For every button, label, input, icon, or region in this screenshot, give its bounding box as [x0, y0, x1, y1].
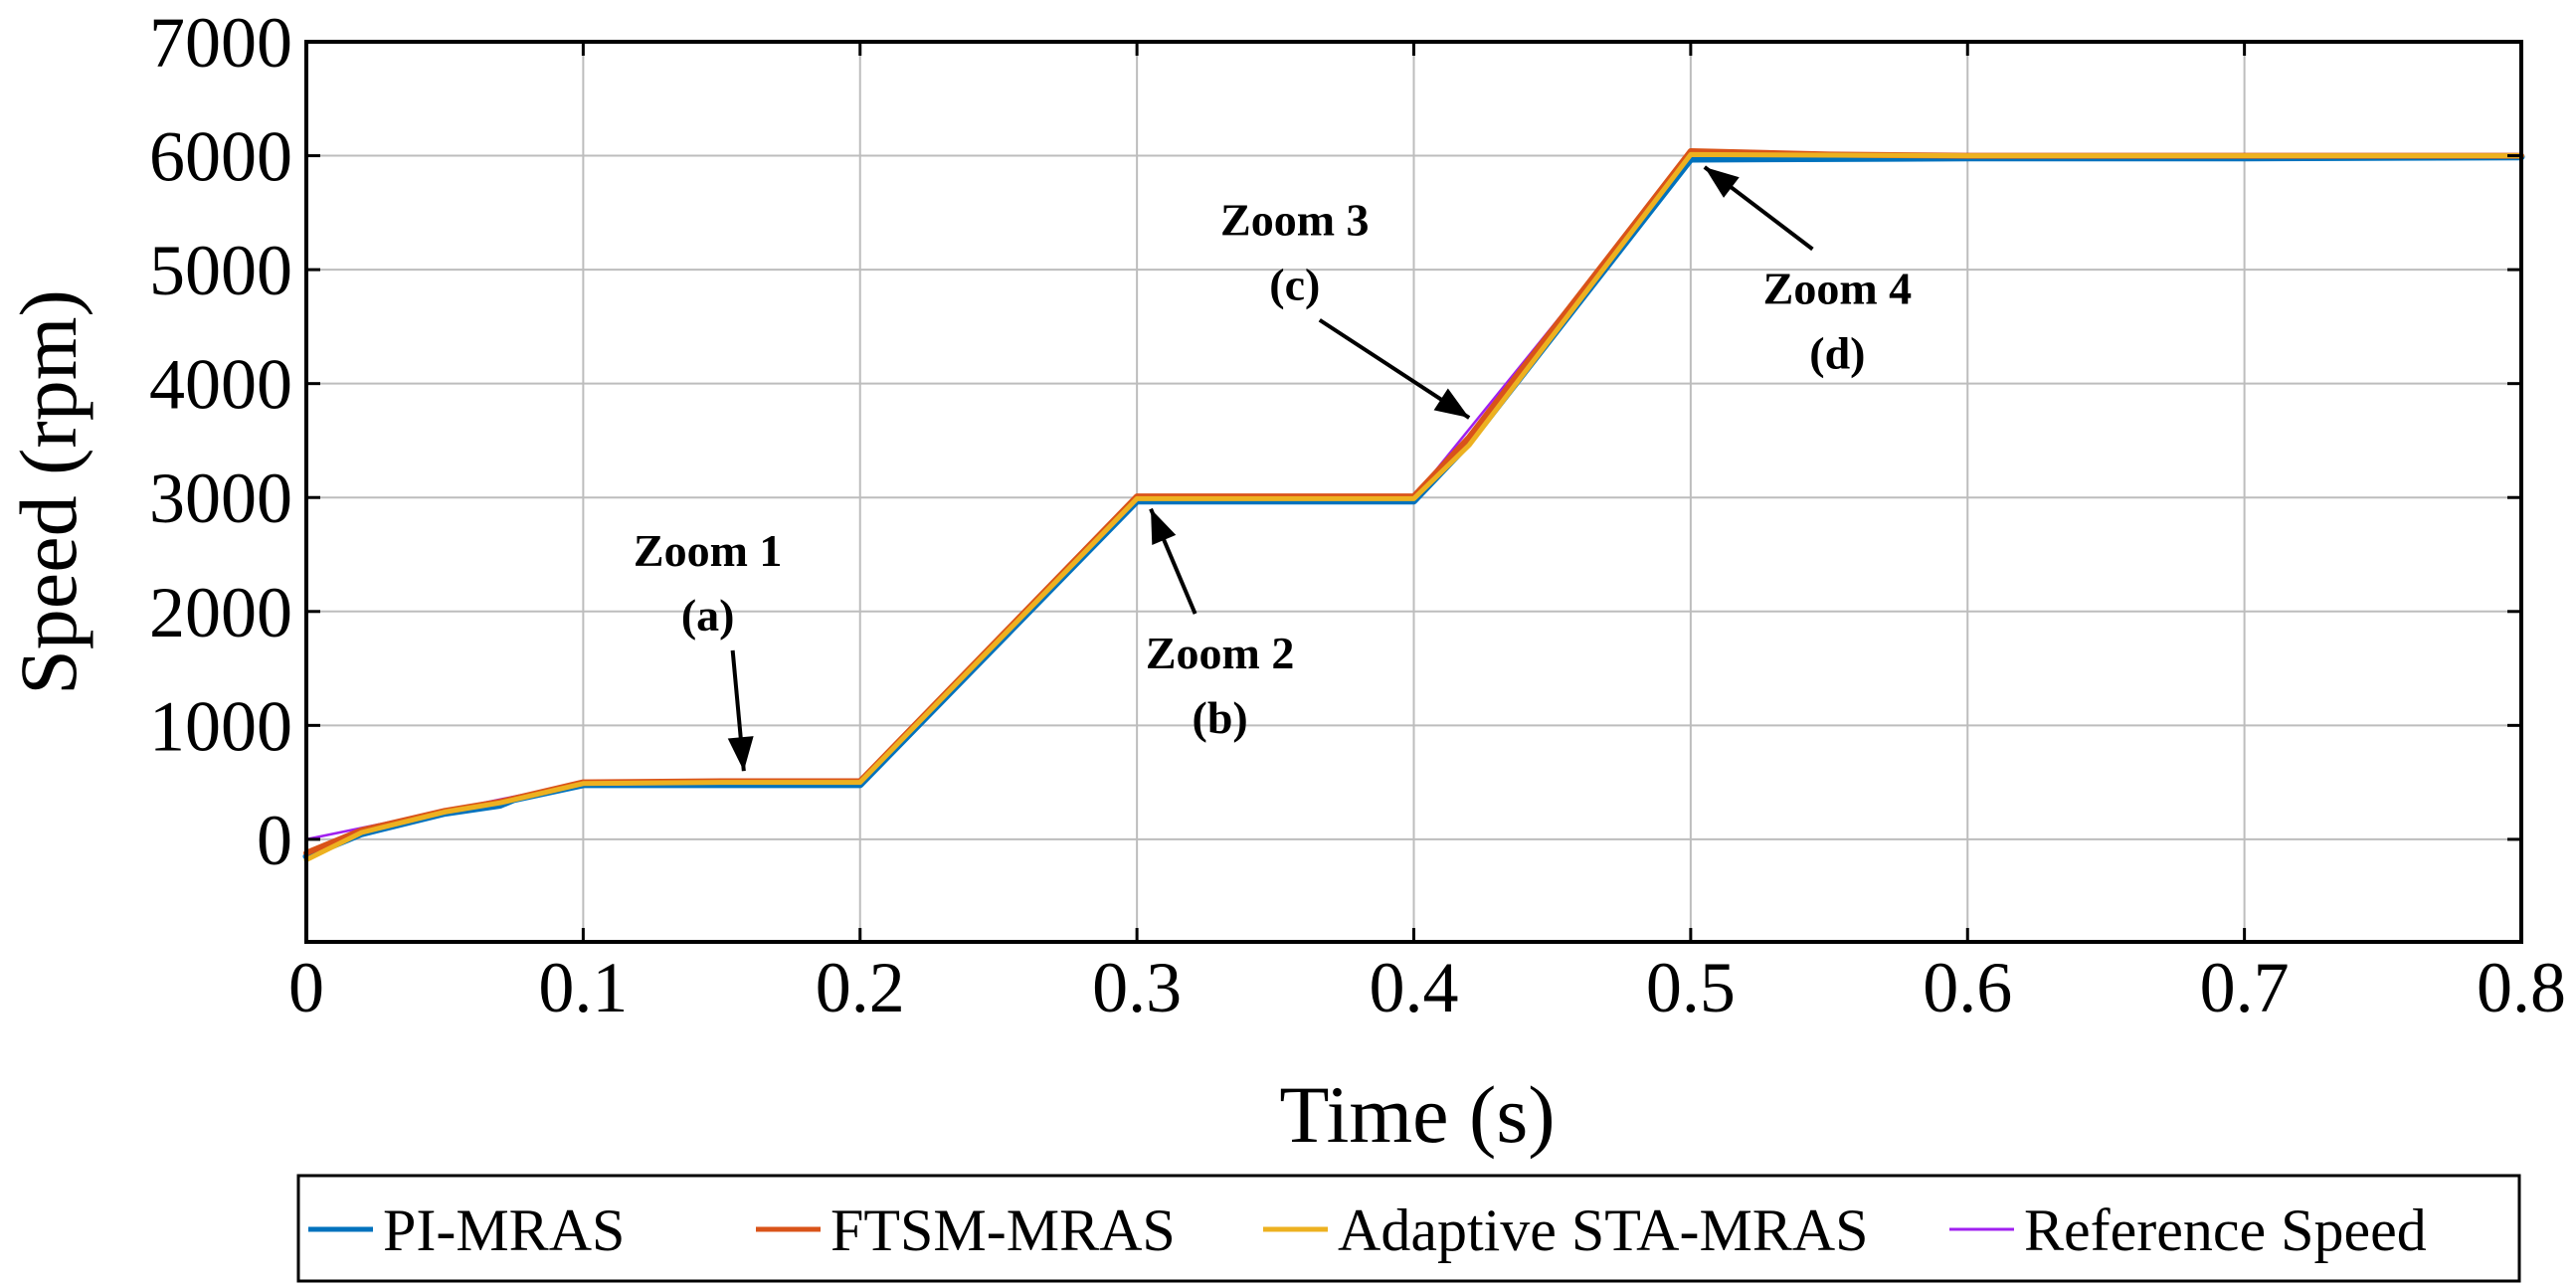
x-axis-label: Time (s): [1279, 1069, 1555, 1160]
y-tick-label: 6000: [149, 117, 292, 197]
annotation-arrowhead-3: [1433, 388, 1470, 419]
legend-box: [296, 1174, 2521, 1283]
x-tick-label: 0.7: [2200, 948, 2290, 1027]
y-tick-label: 3000: [149, 459, 292, 538]
x-tick-label: 0.6: [1923, 948, 2012, 1027]
annotation-arrowhead-2: [1151, 508, 1177, 546]
annotation-arrowhead-4: [1704, 167, 1740, 198]
y-tick-label: 1000: [149, 686, 292, 766]
y-tick-label: 4000: [149, 345, 292, 425]
legend-label-adaptive-sta-mras: Adaptive STA-MRAS: [1338, 1197, 1869, 1263]
x-tick-label: 0.5: [1646, 948, 1736, 1027]
y-tick-label: 0: [257, 801, 292, 880]
annotation-zoom-3-text: Zoom 3: [1220, 195, 1370, 246]
y-tick-label: 5000: [149, 231, 292, 310]
series-layer: [302, 148, 2525, 862]
x-tick-label: 0.4: [1370, 948, 1459, 1027]
legend-label-ftsm-mras: FTSM-MRAS: [830, 1197, 1176, 1263]
y-axis-label: Speed (rpm): [3, 289, 93, 695]
annotation-arrowhead-1: [727, 736, 754, 772]
legend: PI-MRAS FTSM-MRAS Adaptive STA-MRAS Referen…: [296, 1174, 2521, 1283]
annotation-zoom-3-text: (c): [1269, 260, 1320, 310]
x-tick-label: 0.3: [1092, 948, 1182, 1027]
annotation-zoom-4-text: Zoom 4: [1763, 263, 1913, 313]
annotation-zoom-4-text: (d): [1809, 327, 1865, 378]
ticks: 0 0.1 0.2 0.3 0.4 0.5 0.6 0.7 0.8 0 1000 2000 3000 40…: [149, 3, 2566, 1027]
series-line-adaptive-sta-mras: [303, 151, 2524, 862]
annotation-zoom-1-text: (a): [681, 590, 735, 641]
annotation-zoom-1-text: Zoom 1: [634, 525, 783, 576]
y-tick-label: 7000: [149, 3, 292, 83]
y-tick-label: 2000: [149, 573, 292, 652]
x-tick-label: 0.2: [816, 948, 905, 1027]
annotation-zoom-2-text: Zoom 2: [1146, 628, 1295, 678]
x-tick-label: 0.1: [538, 948, 628, 1027]
x-tick-label: 0: [288, 948, 324, 1027]
annotation-zoom-2-text: (b): [1193, 692, 1248, 743]
legend-label-pi-mras: PI-MRAS: [383, 1197, 625, 1263]
x-tick-label: 0.8: [2477, 948, 2566, 1027]
annotations: Zoom 1 (a) Zoom 2 (b) Zoom 3 (c) Zoom 4 (d): [634, 165, 1913, 772]
legend-label-reference-speed: Reference Speed: [2024, 1197, 2427, 1263]
